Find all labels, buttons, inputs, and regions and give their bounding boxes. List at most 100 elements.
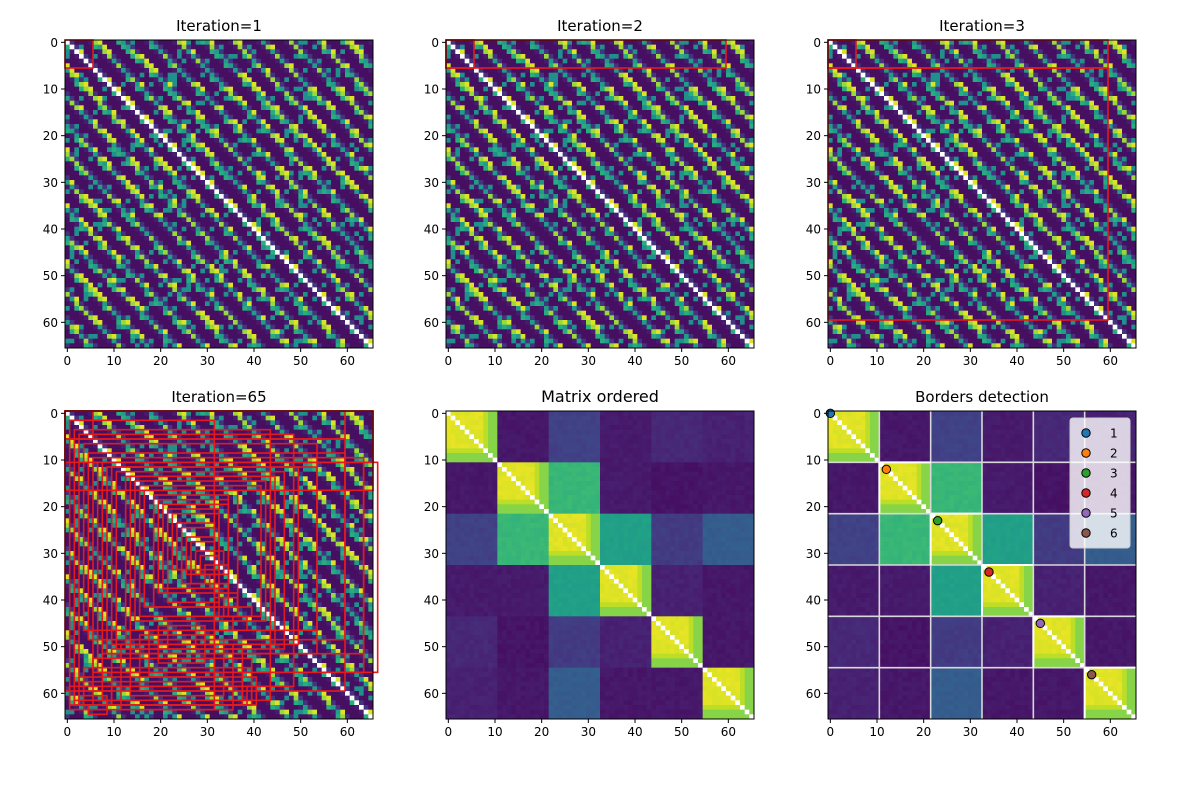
heatmap-cell xyxy=(135,287,141,293)
heatmap-cell xyxy=(74,240,80,246)
heatmap-cell xyxy=(177,236,183,242)
heatmap-cell xyxy=(275,128,281,134)
heatmap-cell xyxy=(359,334,365,340)
heatmap-cell xyxy=(265,58,271,64)
heatmap-cell xyxy=(359,212,365,218)
heatmap-cell xyxy=(205,63,211,69)
heatmap-cell xyxy=(331,44,337,50)
heatmap-cell xyxy=(284,147,290,153)
heatmap-cell xyxy=(93,320,99,326)
heatmap-cell xyxy=(656,54,662,60)
heatmap-cell xyxy=(359,82,365,88)
heatmap-cell xyxy=(167,161,173,167)
heatmap-cell xyxy=(158,156,164,162)
heatmap-cell xyxy=(349,306,355,312)
heatmap-cell xyxy=(321,175,327,181)
heatmap-cell xyxy=(359,152,365,158)
heatmap-cell xyxy=(237,142,243,148)
heatmap-cell xyxy=(214,329,220,335)
heatmap-cell xyxy=(79,287,85,293)
heatmap-cell xyxy=(679,54,685,60)
heatmap-cell xyxy=(186,124,192,130)
heatmap-cell xyxy=(121,128,127,134)
heatmap-cell xyxy=(256,194,262,200)
heatmap-cell xyxy=(158,124,164,130)
heatmap-cell xyxy=(125,324,131,330)
heatmap-cell xyxy=(144,226,150,232)
heatmap-cell xyxy=(251,175,257,181)
heatmap-cell xyxy=(303,49,309,55)
heatmap-cell xyxy=(265,306,271,312)
heatmap-cell xyxy=(688,68,694,74)
heatmap-cell xyxy=(88,152,94,158)
heatmap-cell xyxy=(256,203,262,209)
heatmap-cell xyxy=(83,142,89,148)
heatmap-cell xyxy=(303,152,309,158)
heatmap-cell xyxy=(97,250,103,256)
heatmap-cell xyxy=(186,156,192,162)
heatmap-cell xyxy=(144,203,150,209)
heatmap-cell xyxy=(284,156,290,162)
heatmap-cell xyxy=(284,100,290,106)
heatmap-cell xyxy=(228,110,234,116)
heatmap-cell xyxy=(83,338,89,344)
heatmap-cell xyxy=(111,278,117,284)
heatmap-cell xyxy=(567,68,573,74)
heatmap-cell xyxy=(158,268,164,274)
heatmap-cell xyxy=(455,49,461,55)
heatmap-cell xyxy=(233,161,239,167)
heatmap-cell xyxy=(172,338,178,344)
heatmap-cell xyxy=(520,58,526,64)
heatmap-cell xyxy=(303,124,309,130)
heatmap-cell xyxy=(121,334,127,340)
heatmap-cell xyxy=(177,142,183,148)
heatmap-cell xyxy=(158,198,164,204)
heatmap-cell xyxy=(321,152,327,158)
heatmap-cell xyxy=(149,72,155,78)
heatmap-cell xyxy=(186,292,192,298)
heatmap-cell xyxy=(349,114,355,120)
heatmap-cell xyxy=(474,40,480,46)
heatmap-cell xyxy=(172,259,178,265)
heatmap-cell xyxy=(317,329,323,335)
heatmap-cell xyxy=(349,292,355,298)
heatmap-cell xyxy=(102,170,108,176)
heatmap-cell xyxy=(275,198,281,204)
heatmap-cell xyxy=(200,152,206,158)
heatmap-cell xyxy=(125,212,131,218)
heatmap-cell xyxy=(312,91,318,97)
heatmap-cell xyxy=(247,310,253,316)
heatmap-cell xyxy=(270,72,276,78)
heatmap-cell xyxy=(88,96,94,102)
heatmap-cell xyxy=(237,217,243,223)
heatmap-cell xyxy=(256,184,262,190)
heatmap-cell xyxy=(88,278,94,284)
heatmap-cell xyxy=(149,133,155,139)
heatmap-cell xyxy=(312,105,318,111)
heatmap-cell xyxy=(223,324,229,330)
heatmap-cell xyxy=(525,63,531,69)
heatmap-cell xyxy=(200,198,206,204)
heatmap-cell xyxy=(135,320,141,326)
heatmap-cell xyxy=(130,264,136,270)
heatmap-cell xyxy=(181,194,187,200)
heatmap-cell xyxy=(576,40,582,46)
heatmap-cell xyxy=(219,264,225,270)
heatmap-cell xyxy=(191,282,197,288)
heatmap-cell xyxy=(149,329,155,335)
heatmap-cell xyxy=(79,222,85,228)
heatmap-cell xyxy=(345,264,351,270)
heatmap-cell xyxy=(340,324,346,330)
heatmap-cell xyxy=(144,212,150,218)
heatmap-cell xyxy=(219,338,225,344)
heatmap-cell xyxy=(205,91,211,97)
heatmap-cell xyxy=(251,119,257,125)
heatmap-cell xyxy=(153,329,159,335)
heatmap-cell xyxy=(749,63,755,69)
heatmap-cell xyxy=(298,315,304,321)
heatmap-cell xyxy=(163,282,169,288)
heatmap-cell xyxy=(163,259,169,265)
heatmap-cell xyxy=(331,278,337,284)
heatmap-cell xyxy=(121,133,127,139)
heatmap-cell xyxy=(116,245,122,251)
